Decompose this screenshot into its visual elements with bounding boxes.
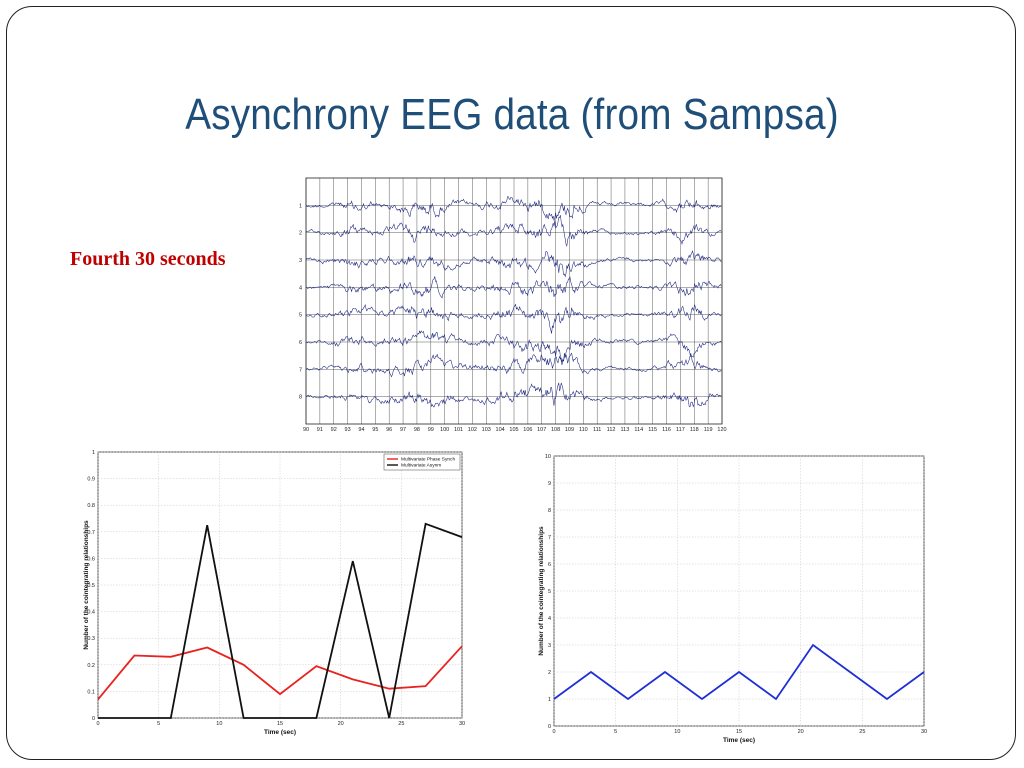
x-tick-label: 94	[358, 427, 364, 433]
legend-label: Multivariate Phase Synch	[401, 457, 455, 463]
y-tick-label: 0.7	[87, 530, 95, 536]
y-tick-label: 0.2	[87, 663, 95, 669]
x-tick-label: 5	[614, 729, 617, 735]
x-tick-label: 96	[386, 427, 392, 433]
x-tick-label: 5	[157, 721, 160, 727]
channel-label: 8	[299, 395, 302, 401]
channel-label: 1	[299, 203, 302, 209]
x-tick-label: 91	[317, 427, 323, 433]
eeg-trace-channel-5	[305, 303, 722, 334]
x-tick-label: 93	[345, 427, 351, 433]
y-tick-label: 0.3	[87, 636, 95, 642]
y-tick-label: 4	[548, 616, 551, 622]
eeg-trace-channel-2	[305, 215, 722, 247]
x-axis-label: Time (sec)	[723, 737, 755, 744]
eeg-trace-channel-6	[305, 330, 722, 366]
x-tick-label: 100	[440, 427, 449, 433]
x-tick-label: 109	[565, 427, 574, 433]
eeg-trace-channel-3	[305, 250, 722, 278]
slide-title: Asynchrony EEG data (from Sampsa)	[185, 90, 839, 139]
x-tick-label: 95	[372, 427, 378, 433]
y-tick-label: 0.6	[87, 556, 95, 562]
x-tick-label: 111	[593, 427, 601, 433]
x-tick-label: 116	[662, 427, 671, 433]
eeg-trace-channel-4	[305, 276, 722, 299]
x-tick-label: 20	[338, 721, 344, 727]
x-tick-label: 106	[523, 427, 532, 433]
x-axis-label: Time (sec)	[264, 729, 296, 736]
x-tick-label: 30	[921, 729, 927, 735]
channel-label: 3	[299, 258, 302, 264]
x-tick-label: 0	[552, 729, 555, 735]
x-tick-label: 104	[496, 427, 505, 433]
x-tick-label: 0	[96, 721, 99, 727]
x-tick-label: 20	[798, 729, 804, 735]
y-tick-label: 1	[548, 697, 551, 703]
x-tick-label: 119	[704, 427, 713, 433]
channel-label: 5	[299, 313, 302, 319]
x-tick-label: 15	[736, 729, 742, 735]
y-tick-label: 0.4	[87, 610, 95, 616]
x-tick-label: 98	[414, 427, 420, 433]
legend-label: Multivariate Asynm	[401, 463, 441, 469]
y-axis-label: Number of the cointegrating relationship…	[538, 526, 545, 656]
x-tick-label: 105	[509, 427, 518, 433]
x-tick-label: 120	[717, 427, 726, 433]
x-tick-label: 30	[459, 721, 465, 727]
y-tick-label: 8	[548, 508, 551, 514]
x-tick-label: 103	[482, 427, 491, 433]
eeg-trace-channel-7	[305, 352, 722, 378]
x-tick-label: 97	[400, 427, 406, 433]
x-tick-label: 25	[398, 721, 404, 727]
y-tick-label: 3	[548, 643, 551, 649]
y-tick-label: 0	[548, 724, 551, 730]
y-tick-label: 7	[548, 535, 551, 541]
x-tick-label: 99	[428, 427, 434, 433]
y-tick-label: 0.5	[87, 583, 95, 589]
eeg-trace-channel-8	[305, 382, 722, 408]
y-tick-label: 0.1	[87, 689, 95, 695]
x-tick-label: 114	[634, 427, 643, 433]
eeg-caption: Fourth 30 seconds	[70, 248, 226, 270]
x-tick-label: 15	[277, 721, 283, 727]
x-tick-label: 90	[303, 427, 309, 433]
x-tick-label: 118	[690, 427, 699, 433]
series-line-1	[97, 645, 463, 700]
x-tick-label: 10	[674, 729, 680, 735]
y-tick-label: 5	[548, 589, 551, 595]
channel-label: 4	[299, 285, 302, 291]
cointegration-chart: 0 5 10 15 20 25 30 0 1 2 3 4 5 6 7 8 9 10 Time (sec) Number…	[538, 454, 927, 744]
channel-label: 2	[299, 231, 302, 237]
y-tick-label: 1	[92, 450, 95, 456]
x-tick-label: 117	[676, 427, 685, 433]
y-tick-label: 10	[545, 454, 551, 460]
legend-box	[383, 453, 461, 471]
x-tick-label: 107	[537, 427, 546, 433]
x-tick-label: 110	[579, 427, 588, 433]
channel-label: 6	[299, 340, 302, 346]
x-tick-label: 108	[551, 427, 560, 433]
channel-label: 7	[299, 367, 302, 373]
y-tick-label: 0.9	[87, 477, 95, 483]
slide-frame	[6, 6, 1016, 760]
y-tick-label: 2	[548, 670, 551, 676]
x-tick-label: 25	[859, 729, 865, 735]
eeg-trace-channel-1	[305, 196, 722, 221]
x-tick-label: 102	[468, 427, 477, 433]
eeg-chart: 90 91 92 93 94 95 96 97 98 99 100 101 102 103 104 105 10…	[299, 177, 727, 433]
y-tick-label: 9	[548, 481, 551, 487]
x-tick-label: 101	[454, 427, 463, 433]
synchrony-chart: 0 5 10 15 20 25 30 0 0.1 0.2 0.3 0.4 0.5 0.6 0.7 0.8 0.9…	[83, 450, 465, 736]
x-tick-label: 112	[607, 427, 616, 433]
y-tick-label: 6	[548, 562, 551, 568]
x-tick-label: 113	[621, 427, 630, 433]
y-axis-label: Number of the cointegrating relationship…	[83, 520, 90, 650]
y-tick-label: 0	[92, 716, 95, 722]
y-tick-label: 0.8	[87, 503, 95, 509]
x-tick-label: 92	[331, 427, 337, 433]
x-tick-label: 10	[216, 721, 222, 727]
x-tick-label: 115	[648, 427, 657, 433]
